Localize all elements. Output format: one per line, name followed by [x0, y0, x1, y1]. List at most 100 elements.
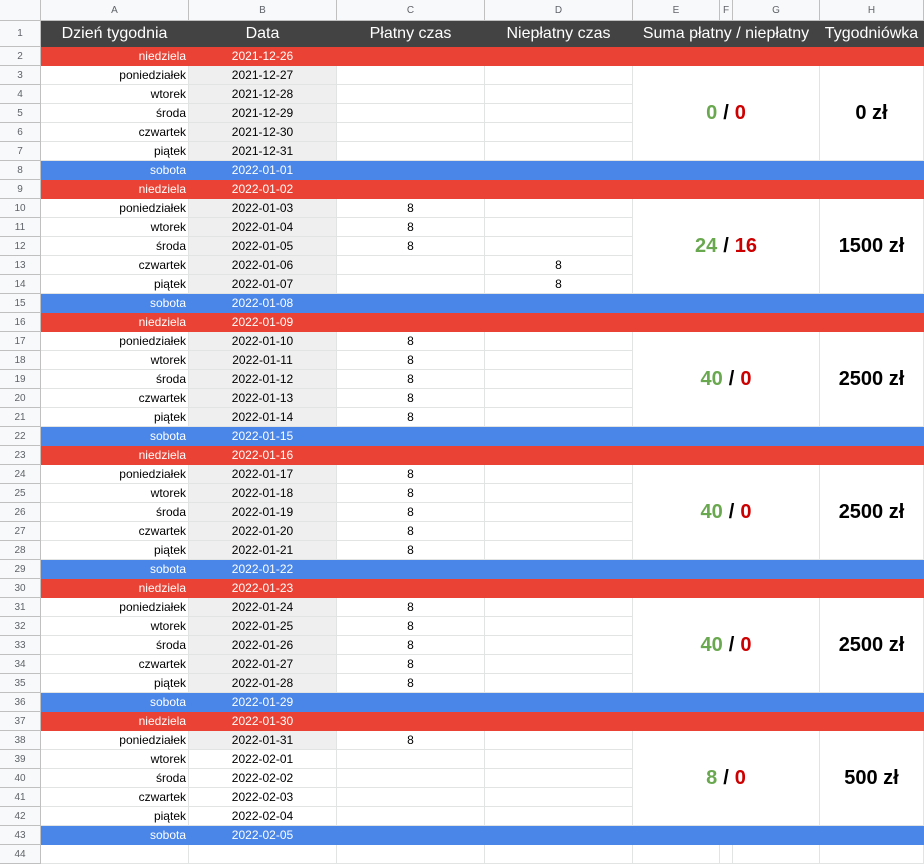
cell-unpaid-time[interactable] — [485, 313, 633, 332]
row-header[interactable]: 33 — [0, 636, 41, 655]
cell-unpaid-time[interactable] — [485, 522, 633, 541]
cell-date[interactable]: 2022-01-25 — [189, 617, 337, 636]
cell-paid-time[interactable] — [337, 769, 485, 788]
cell-day[interactable]: poniedziałek — [41, 731, 189, 750]
cell-unpaid-time[interactable] — [485, 199, 633, 218]
cell-paid-time[interactable]: 8 — [337, 541, 485, 560]
cell-day[interactable]: wtorek — [41, 85, 189, 104]
column-header-f[interactable]: F — [720, 0, 733, 21]
cell-day[interactable]: środa — [41, 237, 189, 256]
cell-summary-f[interactable] — [720, 47, 733, 66]
column-header-c[interactable]: C — [337, 0, 485, 21]
cell-paid-time[interactable]: 8 — [337, 237, 485, 256]
cell-date[interactable]: 2022-01-24 — [189, 598, 337, 617]
row-header[interactable]: 2 — [0, 47, 41, 66]
cell-summary-h[interactable] — [820, 446, 924, 465]
row-header[interactable]: 13 — [0, 256, 41, 275]
cell-day[interactable]: wtorek — [41, 351, 189, 370]
cell-day[interactable]: poniedziałek — [41, 199, 189, 218]
cell-date[interactable]: 2022-01-30 — [189, 712, 337, 731]
cell-paid-time[interactable] — [337, 294, 485, 313]
cell-unpaid-time[interactable] — [485, 446, 633, 465]
row-header[interactable]: 25 — [0, 484, 41, 503]
cell-day[interactable]: piątek — [41, 275, 189, 294]
column-header-b[interactable]: B — [189, 0, 337, 21]
row-header[interactable]: 14 — [0, 275, 41, 294]
cell-paid-time[interactable]: 8 — [337, 199, 485, 218]
cell-date[interactable]: 2022-01-23 — [189, 579, 337, 598]
cell-paid-time[interactable] — [337, 104, 485, 123]
row-header[interactable]: 4 — [0, 85, 41, 104]
cell-paid-time[interactable] — [337, 712, 485, 731]
row-header[interactable]: 6 — [0, 123, 41, 142]
cell-paid-time[interactable]: 8 — [337, 218, 485, 237]
cell-day[interactable]: środa — [41, 104, 189, 123]
cell-unpaid-time[interactable] — [485, 332, 633, 351]
cell-day[interactable]: czwartek — [41, 389, 189, 408]
cell-day[interactable]: środa — [41, 370, 189, 389]
cell-unpaid-time[interactable] — [485, 693, 633, 712]
cell-unpaid-time[interactable] — [485, 788, 633, 807]
cell-paid-time[interactable] — [337, 313, 485, 332]
cell-paid-time[interactable] — [337, 579, 485, 598]
cell-unpaid-time[interactable] — [485, 807, 633, 826]
row-header[interactable]: 34 — [0, 655, 41, 674]
cell-unpaid-time[interactable] — [485, 503, 633, 522]
cell-date[interactable]: 2022-01-07 — [189, 275, 337, 294]
column-header-d[interactable]: D — [485, 0, 633, 21]
cell-summary-h[interactable] — [820, 180, 924, 199]
row-header[interactable]: 16 — [0, 313, 41, 332]
cell-day[interactable]: środa — [41, 503, 189, 522]
cell-summary-e[interactable] — [633, 180, 720, 199]
cell-date[interactable]: 2022-01-04 — [189, 218, 337, 237]
week-sum-cell[interactable]: 40/0 — [633, 465, 820, 560]
cell-unpaid-time[interactable] — [485, 636, 633, 655]
cell-paid-time[interactable]: 8 — [337, 351, 485, 370]
cell-paid-time[interactable] — [337, 427, 485, 446]
cell-paid-time[interactable] — [337, 66, 485, 85]
cell-summary-h[interactable] — [820, 826, 924, 845]
cell-paid-time[interactable]: 8 — [337, 731, 485, 750]
cell-date[interactable]: 2022-01-15 — [189, 427, 337, 446]
cell-summary-g[interactable] — [733, 47, 820, 66]
cell-day[interactable]: poniedziałek — [41, 598, 189, 617]
cell-paid-time[interactable] — [337, 275, 485, 294]
cell-paid-time[interactable] — [337, 560, 485, 579]
cell-date[interactable]: 2022-01-12 — [189, 370, 337, 389]
row-header[interactable]: 17 — [0, 332, 41, 351]
cell-day[interactable]: poniedziałek — [41, 332, 189, 351]
cell-day[interactable]: środa — [41, 769, 189, 788]
cell-summary-e[interactable] — [633, 712, 720, 731]
row-header[interactable]: 23 — [0, 446, 41, 465]
cell-summary-g[interactable] — [733, 446, 820, 465]
cell-unpaid-time[interactable] — [485, 674, 633, 693]
cell-paid-time[interactable] — [337, 47, 485, 66]
weekly-wage-cell[interactable]: 2500 zł — [820, 465, 924, 560]
cell-summary-h[interactable] — [820, 427, 924, 446]
cell-summary-e[interactable] — [633, 161, 720, 180]
cell-summary-h[interactable] — [820, 712, 924, 731]
cell-summary-g[interactable] — [733, 294, 820, 313]
cell-unpaid-time[interactable] — [485, 560, 633, 579]
row-header[interactable]: 36 — [0, 693, 41, 712]
row-header[interactable]: 8 — [0, 161, 41, 180]
cell-unpaid-time[interactable] — [485, 47, 633, 66]
cell-date[interactable]: 2022-01-19 — [189, 503, 337, 522]
row-header[interactable]: 35 — [0, 674, 41, 693]
cell-paid-time[interactable]: 8 — [337, 465, 485, 484]
cell-unpaid-time[interactable] — [485, 180, 633, 199]
cell-date[interactable]: 2021-12-27 — [189, 66, 337, 85]
header-paid-time[interactable]: Płatny czas — [337, 21, 485, 47]
cell-day[interactable]: czwartek — [41, 256, 189, 275]
row-header[interactable]: 24 — [0, 465, 41, 484]
cell-date[interactable]: 2021-12-26 — [189, 47, 337, 66]
header-unpaid-time[interactable]: Niepłatny czas — [485, 21, 633, 47]
cell-summary-f[interactable] — [720, 446, 733, 465]
cell-date[interactable]: 2022-01-08 — [189, 294, 337, 313]
cell-unpaid-time[interactable] — [485, 541, 633, 560]
cell-unpaid-time[interactable] — [485, 66, 633, 85]
cell-day[interactable]: niedziela — [41, 313, 189, 332]
cell-paid-time[interactable]: 8 — [337, 503, 485, 522]
header-weekly-wage[interactable]: Tygodniówka — [820, 21, 924, 47]
cell-date[interactable]: 2022-01-10 — [189, 332, 337, 351]
